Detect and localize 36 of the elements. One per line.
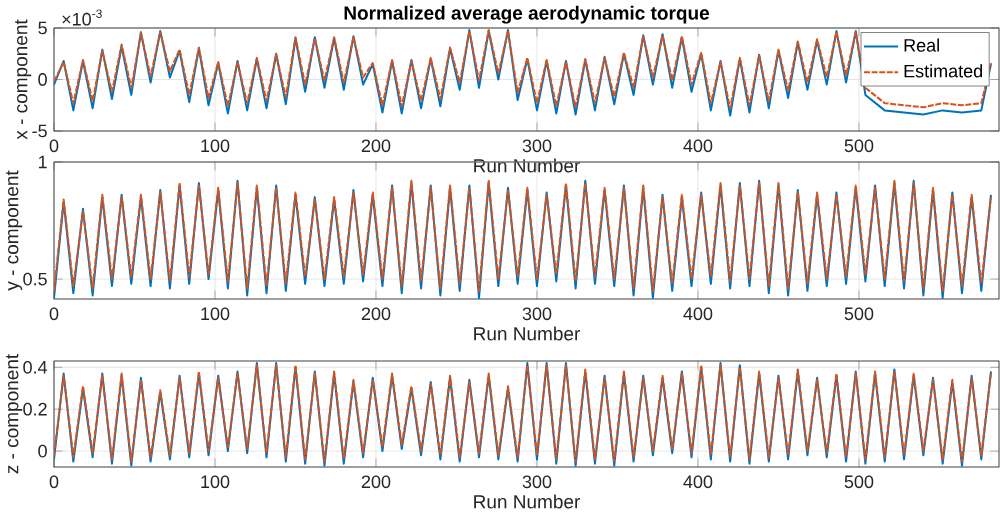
- y-tick-label: 1: [38, 155, 47, 169]
- x-tick-label: 200: [361, 475, 391, 489]
- y-tick-label: 0: [38, 444, 47, 458]
- x-tick-label: 300: [522, 307, 552, 321]
- x-tick-label: 400: [683, 307, 713, 321]
- y-axis-title: x - component: [14, 19, 32, 140]
- y-axis-title: y - component: [5, 170, 23, 291]
- x-tick-label: 100: [201, 475, 230, 489]
- x-axis-title: Run Number: [474, 326, 581, 341]
- legend-label: Real: [904, 38, 939, 52]
- x-tick-label: 200: [361, 307, 391, 321]
- y-tick-label: 0.2: [23, 402, 47, 416]
- x-axis-title: Run Number: [474, 494, 581, 509]
- x-tick-label: 500: [844, 139, 874, 153]
- x-tick-label: 100: [201, 307, 230, 321]
- x-tick-label: 500: [844, 307, 874, 321]
- text: ×10$^{-3}$: [62, 9, 102, 26]
- x-tick-label: 100: [201, 139, 230, 153]
- x-tick-label: 400: [683, 139, 713, 153]
- x-tick-label: 0: [49, 475, 59, 489]
- x-tick-label: 300: [522, 139, 552, 153]
- x-tick-label: 400: [683, 475, 713, 489]
- chart-title: Normalized average aerodynamic torque: [344, 5, 710, 24]
- y-tick-label: 0: [38, 73, 47, 86]
- x-tick-label: 300: [522, 475, 552, 489]
- x-tick-label: 0: [49, 139, 59, 153]
- x-axis-title: Run Number: [474, 158, 581, 173]
- y-tick-label: -5: [32, 124, 47, 138]
- x-tick-label: 500: [844, 475, 874, 489]
- y-axis-title: z - component: [5, 353, 23, 474]
- x-tick-label: 200: [361, 139, 391, 153]
- legend-label: Estimated: [904, 64, 982, 78]
- x-tick-label: 0: [49, 307, 59, 321]
- y-tick-label: 5: [38, 21, 47, 35]
- y-tick-label: 0.5: [23, 272, 47, 286]
- y-tick-label: 0.4: [23, 360, 48, 374]
